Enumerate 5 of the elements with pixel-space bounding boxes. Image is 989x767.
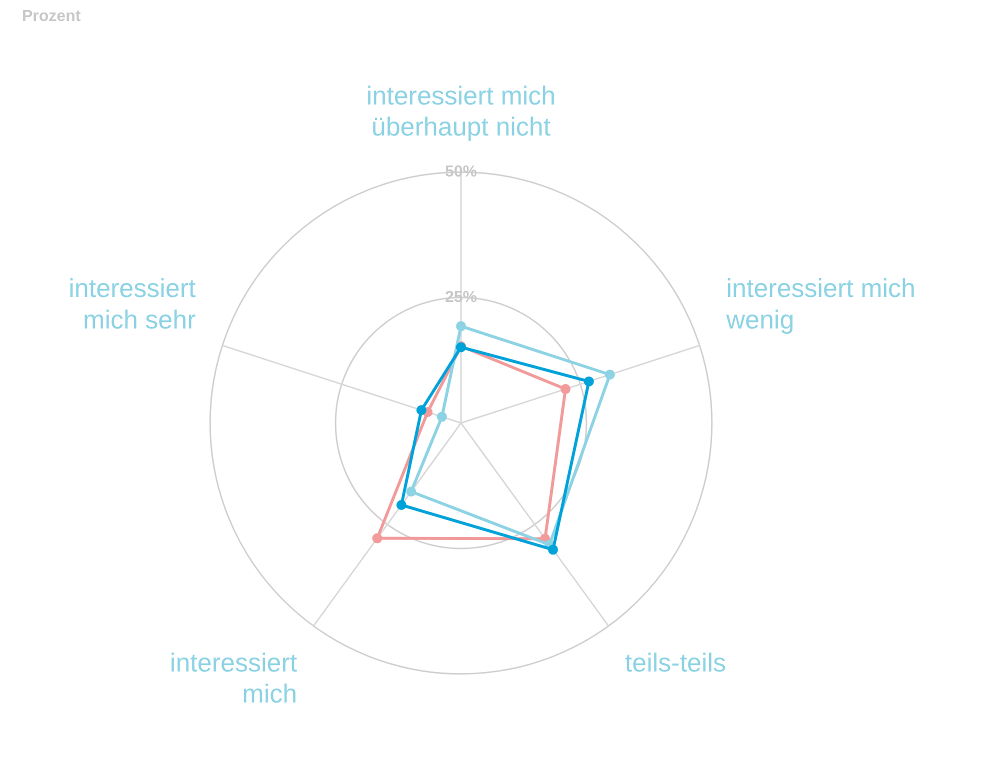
spoke-label: interessiert mich überhaupt nicht [366, 80, 556, 142]
spoke-label: teils-teils [624, 647, 726, 678]
spoke-label: interessiert mich [170, 647, 298, 709]
spoke-label: interessiert mich sehr [68, 273, 197, 334]
spoke-label: interessiert mich wenig [725, 273, 916, 334]
